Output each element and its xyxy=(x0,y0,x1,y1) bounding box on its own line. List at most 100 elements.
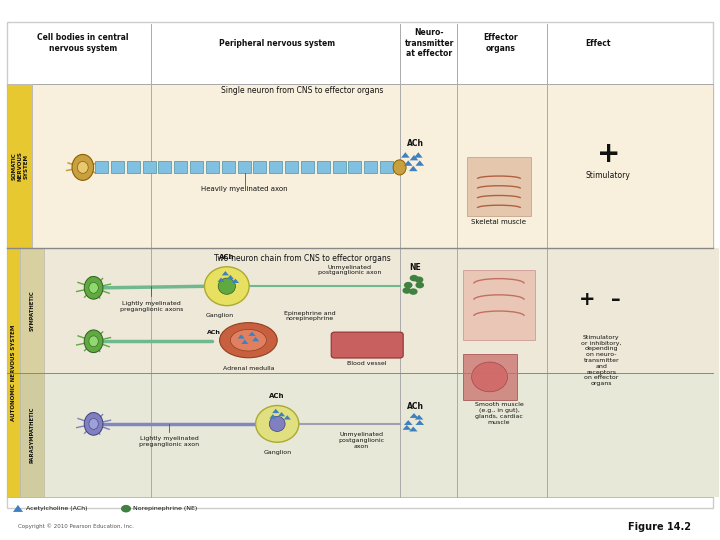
Bar xyxy=(463,270,535,340)
Text: Ganglion: Ganglion xyxy=(205,313,234,318)
Text: Unmyelinated
postganglionic
axon: Unmyelinated postganglionic axon xyxy=(338,432,384,449)
Polygon shape xyxy=(13,505,23,512)
Bar xyxy=(285,161,298,173)
Bar xyxy=(20,373,719,497)
Text: ACh: ACh xyxy=(407,139,424,148)
Ellipse shape xyxy=(78,161,89,173)
Bar xyxy=(222,161,235,173)
Ellipse shape xyxy=(89,336,98,347)
Text: ACh: ACh xyxy=(407,402,424,411)
Ellipse shape xyxy=(84,330,103,353)
Ellipse shape xyxy=(256,406,299,442)
Text: ACh: ACh xyxy=(207,329,221,335)
Text: Skeletal muscle: Skeletal muscle xyxy=(472,219,526,225)
Polygon shape xyxy=(227,275,234,279)
Bar xyxy=(206,161,219,173)
Polygon shape xyxy=(284,415,291,420)
Text: AUTONOMIC NERVOUS SYSTEM: AUTONOMIC NERVOUS SYSTEM xyxy=(12,325,16,421)
Text: NE: NE xyxy=(410,262,421,272)
Bar xyxy=(143,161,156,173)
Polygon shape xyxy=(248,332,256,336)
Bar xyxy=(7,248,20,497)
Text: Blood vessel: Blood vessel xyxy=(348,361,387,366)
Bar xyxy=(333,161,346,173)
Text: Peripheral nervous system: Peripheral nervous system xyxy=(219,39,336,48)
Text: Effector
organs: Effector organs xyxy=(483,33,518,53)
Bar xyxy=(20,248,719,373)
Ellipse shape xyxy=(72,154,94,180)
Polygon shape xyxy=(269,414,276,418)
Text: ACh: ACh xyxy=(219,254,235,260)
Bar xyxy=(190,161,203,173)
Ellipse shape xyxy=(269,416,285,431)
Bar xyxy=(348,161,361,173)
Text: ACh: ACh xyxy=(269,393,285,399)
Polygon shape xyxy=(410,155,418,160)
Text: –: – xyxy=(611,290,621,309)
Polygon shape xyxy=(409,166,418,171)
Bar xyxy=(317,161,330,173)
Polygon shape xyxy=(252,337,259,341)
Text: Heavily myelinated axon: Heavily myelinated axon xyxy=(202,186,288,192)
Polygon shape xyxy=(278,412,285,416)
Polygon shape xyxy=(272,409,279,413)
Bar xyxy=(253,161,266,173)
Text: Lightly myelinated
preganglionic axon: Lightly myelinated preganglionic axon xyxy=(139,436,199,447)
Ellipse shape xyxy=(84,413,103,435)
Text: +: + xyxy=(597,140,620,168)
Circle shape xyxy=(410,275,418,281)
Circle shape xyxy=(409,288,418,295)
Text: Figure 14.2: Figure 14.2 xyxy=(628,522,691,531)
Polygon shape xyxy=(401,152,410,158)
Text: Norepinephrine (NE): Norepinephrine (NE) xyxy=(133,506,197,511)
Text: +: + xyxy=(579,290,595,309)
Text: Two-neuron chain from CNS to effector organs: Two-neuron chain from CNS to effector or… xyxy=(214,254,391,262)
Text: Copyright © 2010 Pearson Education, Inc.: Copyright © 2010 Pearson Education, Inc. xyxy=(18,524,134,529)
Bar xyxy=(127,161,140,173)
Text: Cell bodies in central
nervous system: Cell bodies in central nervous system xyxy=(37,33,129,53)
Ellipse shape xyxy=(84,276,103,299)
Polygon shape xyxy=(241,340,248,344)
Text: Lightly myelinated
preganglionic axons: Lightly myelinated preganglionic axons xyxy=(120,301,183,312)
Ellipse shape xyxy=(230,329,266,351)
Circle shape xyxy=(415,282,424,288)
Text: Epinephrine and
norepinephrine: Epinephrine and norepinephrine xyxy=(284,310,336,321)
Bar xyxy=(301,161,314,173)
Ellipse shape xyxy=(204,267,249,306)
Text: Unmyelinated
postganglionic axon: Unmyelinated postganglionic axon xyxy=(318,265,381,275)
Bar xyxy=(467,157,531,216)
Text: Stimulatory
or inhibitory,
depending
on neuro-
transmitter
and
receptors
on effe: Stimulatory or inhibitory, depending on … xyxy=(581,335,621,386)
Text: Single neuron from CNS to effector organs: Single neuron from CNS to effector organ… xyxy=(221,86,384,95)
Bar xyxy=(380,161,393,173)
Polygon shape xyxy=(415,160,424,166)
Text: Adrenal medulla: Adrenal medulla xyxy=(222,366,274,371)
Polygon shape xyxy=(410,413,418,418)
Bar xyxy=(20,373,44,497)
Ellipse shape xyxy=(472,362,508,392)
Polygon shape xyxy=(404,160,413,166)
Text: SOMATIC
NERVOUS
SYSTEM: SOMATIC NERVOUS SYSTEM xyxy=(12,151,29,181)
Polygon shape xyxy=(414,152,423,158)
Bar xyxy=(20,248,44,373)
Text: Effect: Effect xyxy=(585,39,611,48)
Bar xyxy=(158,161,171,173)
Polygon shape xyxy=(222,271,229,275)
Bar xyxy=(463,354,517,400)
Bar xyxy=(174,161,187,173)
Polygon shape xyxy=(238,334,245,339)
Text: Neuro-
transmitter
at effector: Neuro- transmitter at effector xyxy=(405,28,454,58)
Bar xyxy=(7,84,713,248)
Ellipse shape xyxy=(89,282,98,293)
Text: Smooth muscle
(e.g., in gut),
glands, cardiac
muscle: Smooth muscle (e.g., in gut), glands, ca… xyxy=(474,402,523,424)
Circle shape xyxy=(121,505,131,512)
Text: Acetylcholine (ACh): Acetylcholine (ACh) xyxy=(26,506,87,511)
Text: PARASYMPATHETIC: PARASYMPATHETIC xyxy=(30,407,34,463)
Bar xyxy=(111,161,124,173)
Circle shape xyxy=(402,287,411,294)
Polygon shape xyxy=(217,278,225,282)
Bar xyxy=(269,161,282,173)
Polygon shape xyxy=(232,279,239,283)
Polygon shape xyxy=(402,425,411,430)
Bar xyxy=(238,161,251,173)
Text: Ganglion: Ganglion xyxy=(263,450,292,455)
